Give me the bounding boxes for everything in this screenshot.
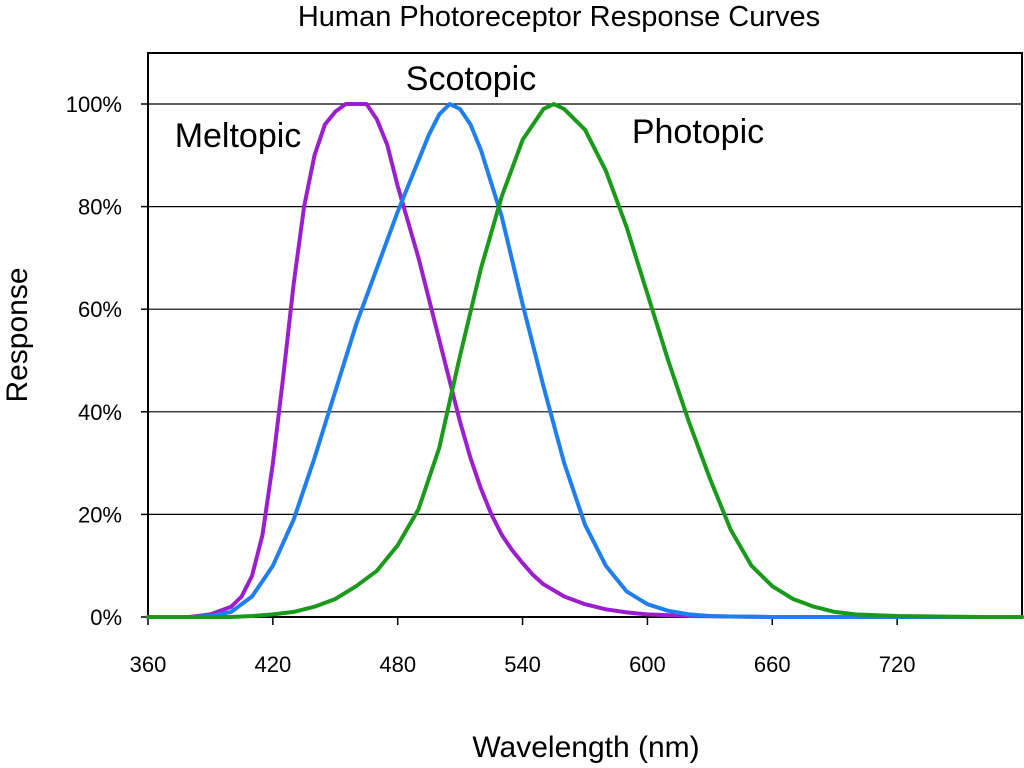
series-line-scotopic (146, 102, 1024, 619)
plot-area-frame (147, 52, 1023, 618)
x-tick-label: 480 (379, 652, 416, 677)
x-tick-label: 420 (254, 652, 291, 677)
y-tick-label: 100% (66, 92, 122, 117)
chart-title: Human Photoreceptor Response Curves (298, 1, 820, 33)
series-label-photopic: Photopic (632, 113, 764, 151)
y-tick-label: 0% (90, 605, 122, 630)
x-tick-label: 540 (504, 652, 541, 677)
y-axis-label: Response (1, 267, 34, 402)
y-axis-ticks: 0% 20% 40% 60% 80% 100% (66, 92, 148, 630)
series-line-photopic (146, 102, 1024, 619)
x-tick-label: 720 (879, 652, 916, 677)
series-label-scotopic: Scotopic (406, 60, 536, 98)
series-label-meltopic: Meltopic (175, 117, 302, 155)
series-line-meltopic (146, 102, 1024, 619)
x-axis-label: Wavelength (nm) (472, 731, 699, 764)
y-tick-label: 60% (78, 297, 122, 322)
y-tick-label: 80% (78, 195, 122, 220)
x-tick-label: 660 (754, 652, 791, 677)
y-tick-label: 40% (78, 400, 122, 425)
x-tick-label: 360 (130, 652, 167, 677)
x-axis-ticks: 360 420 480 540 600 660 720 (130, 617, 916, 677)
grid-lines (148, 103, 1022, 618)
y-tick-label: 20% (78, 502, 122, 527)
x-tick-label: 600 (629, 652, 666, 677)
series-lines (146, 102, 1024, 619)
